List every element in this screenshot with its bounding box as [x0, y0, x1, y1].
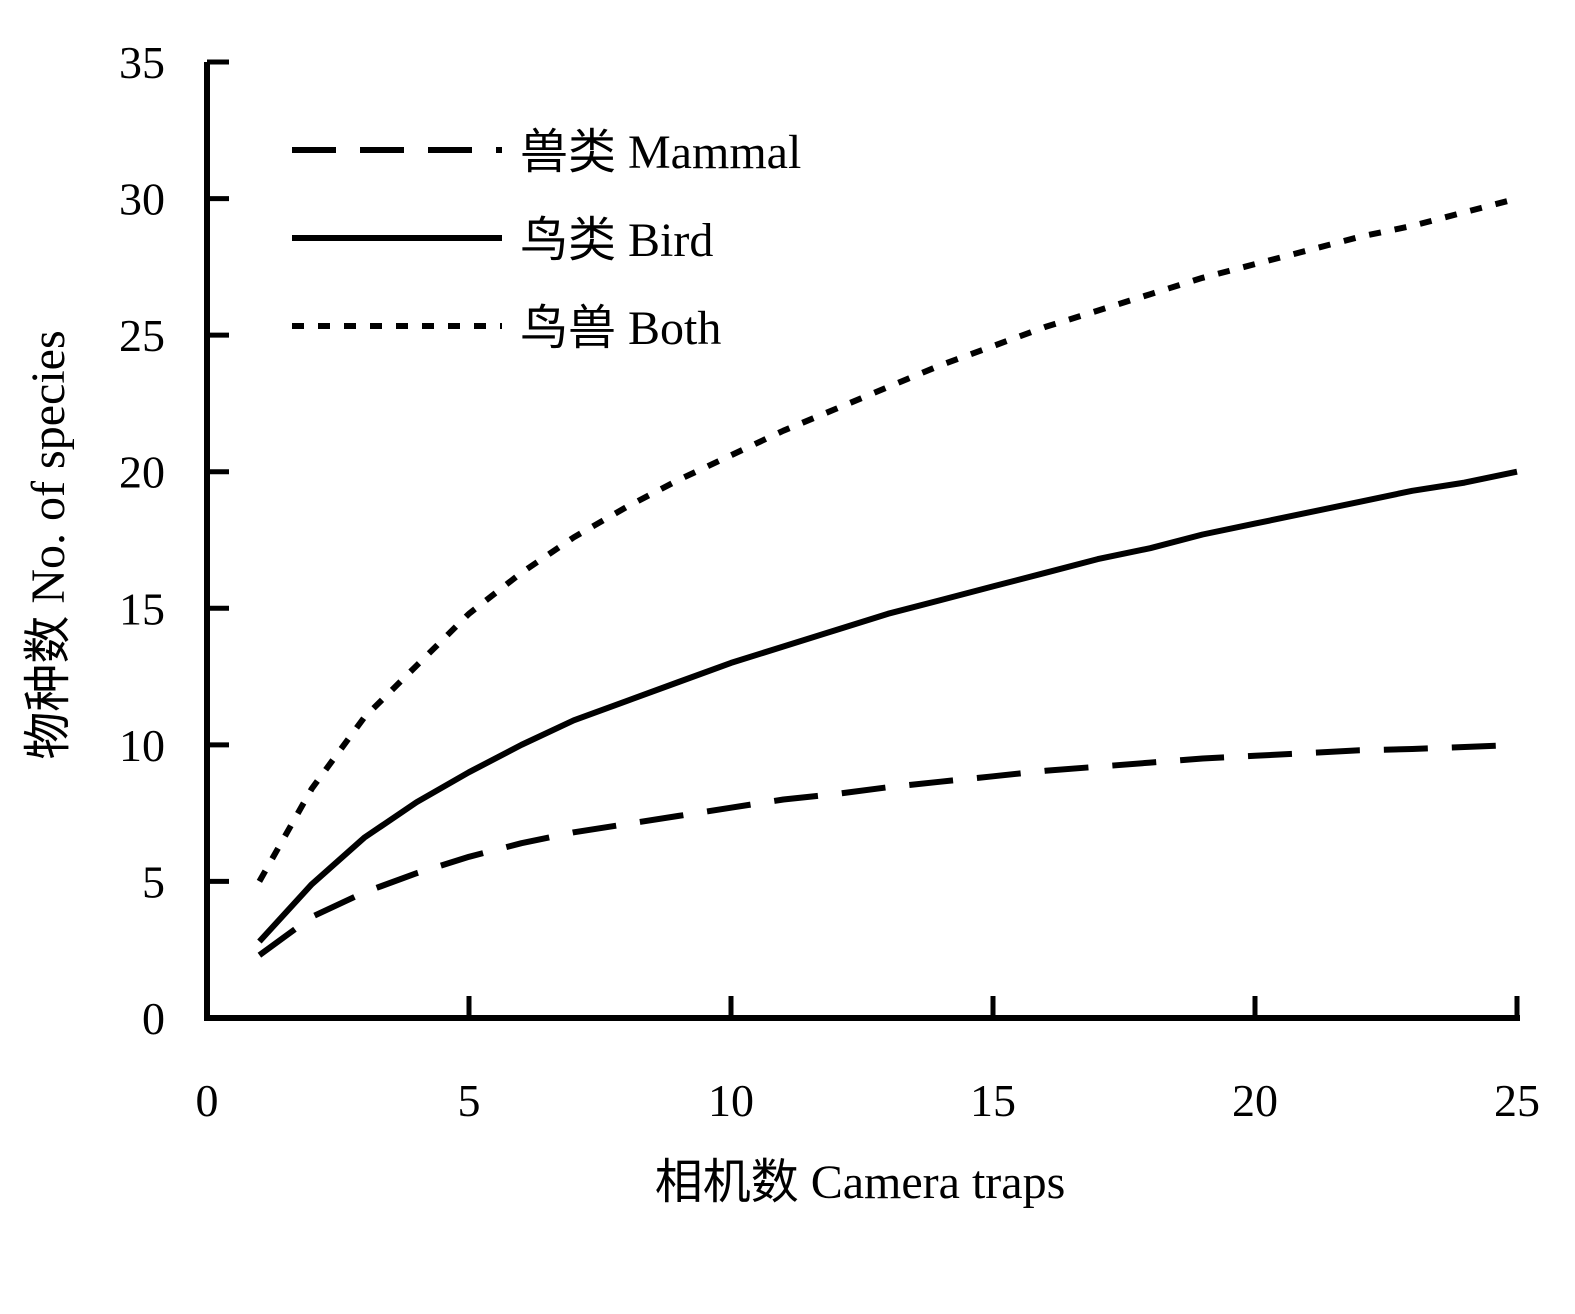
- series-line-3: [256, 195, 1518, 883]
- x-tick-label: 5: [458, 1075, 481, 1126]
- series-line-1: [257, 741, 1518, 958]
- x-tick-label: 25: [1494, 1075, 1540, 1126]
- axes: 0 5 10 15 20 25 30 35 0 5 10 15 20 25: [119, 37, 1540, 1126]
- y-tick-label: 25: [119, 310, 165, 361]
- series-lines: [256, 195, 1518, 958]
- y-tick-label: 0: [142, 993, 165, 1044]
- y-tick-label: 35: [119, 37, 165, 88]
- y-tick-label: 30: [119, 174, 165, 225]
- legend-label-2: 鸟类 Bird: [520, 214, 713, 267]
- x-tick-label: 15: [970, 1075, 1016, 1126]
- x-tick-label: 20: [1232, 1075, 1278, 1126]
- legend-label-3: 鸟兽 Both: [520, 302, 721, 355]
- legend-label-1: 兽类 Mammal: [520, 126, 801, 179]
- x-tick-label: 0: [196, 1075, 219, 1126]
- y-tick-label: 10: [119, 720, 165, 771]
- x-axis-label: 相机数 Camera traps: [655, 1156, 1066, 1209]
- x-tick-label: 10: [708, 1075, 754, 1126]
- legend: 兽类 Mammal 鸟类 Bird 鸟兽 Both: [292, 126, 801, 355]
- y-tick-label: 20: [119, 447, 165, 498]
- series-line-2: [257, 468, 1518, 944]
- y-tick-label: 15: [119, 583, 165, 634]
- y-tick-label: 5: [142, 856, 165, 907]
- y-axis-label: 物种数 No. of species: [22, 330, 75, 759]
